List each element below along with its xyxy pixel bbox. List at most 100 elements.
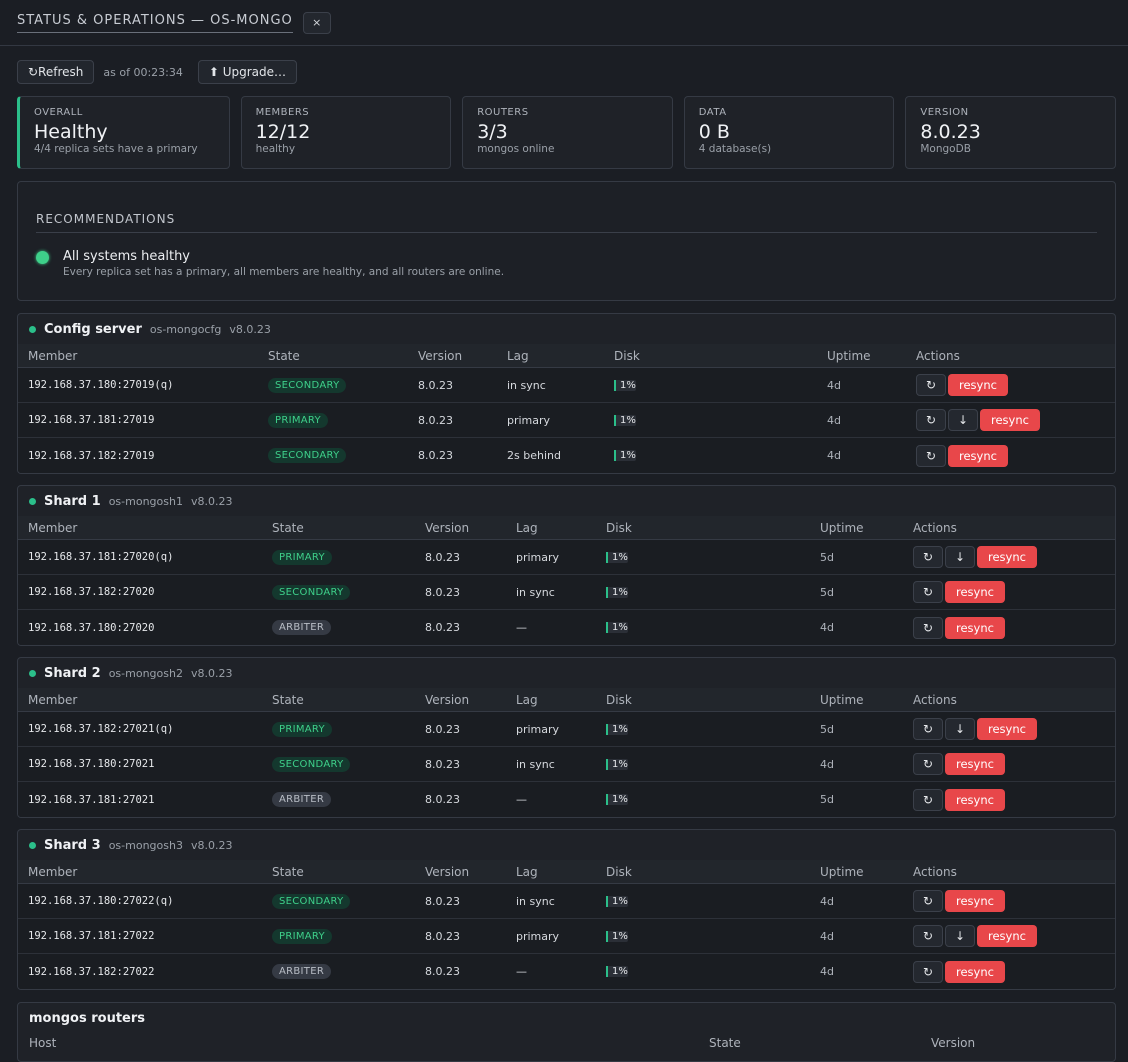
restart-button[interactable]: ↻ — [913, 581, 943, 603]
member-lag: — — [516, 793, 527, 806]
stepdown-button[interactable]: ↓ — [948, 409, 978, 431]
resync-button[interactable]: resync — [945, 753, 1005, 775]
table-header: Member State Version Lag Disk Uptime Actions — [18, 860, 1115, 884]
table-header: Member State Version Lag Disk Uptime Actions — [18, 344, 1115, 368]
restart-button[interactable]: ↻ — [913, 753, 943, 775]
restart-button[interactable]: ↻ — [913, 546, 943, 568]
replica-set-name: os-mongosh1 — [108, 494, 183, 508]
section-header: Shard 1 os-mongosh1 v8.0.23 — [18, 486, 1115, 516]
table-row: 192.168.37.182:27021(q) PRIMARY 8.0.23 prim… — [18, 712, 1115, 747]
toolbar: ↻Refresh as of 00:23:34 ⬆ Upgrade… — [17, 60, 298, 84]
replica-set-version: v8.0.23 — [190, 838, 233, 852]
restart-button[interactable]: ↻ — [913, 925, 943, 947]
replica-set-version: v8.0.23 — [229, 322, 271, 336]
resync-button[interactable]: resync — [945, 890, 1005, 912]
replica-set-version: v8.0.23 — [190, 666, 233, 680]
restart-button[interactable]: ↻ — [913, 616, 943, 639]
col-uptime: Uptime — [820, 864, 864, 879]
recommendations-heading: RECOMMENDATIONS — [36, 212, 1097, 233]
member-address: 192.168.37.180:27021 — [28, 758, 155, 770]
resync-button[interactable]: resync — [977, 925, 1037, 947]
member-address: 192.168.37.182:27020 — [28, 586, 155, 598]
state-badge: ARBITER — [272, 620, 332, 635]
col-version: Version — [418, 348, 463, 363]
row-actions: ↻ resync — [913, 581, 1005, 603]
card-sub: MongoDB — [920, 143, 971, 155]
resync-button[interactable]: resync — [948, 444, 1008, 467]
resync-button[interactable]: resync — [945, 960, 1005, 983]
section-title: Shard 2 — [44, 665, 101, 681]
close-button[interactable]: × — [302, 11, 331, 34]
col-state: State — [272, 520, 304, 535]
member-uptime: 4d — [820, 965, 834, 978]
resync-button[interactable]: resync — [980, 409, 1040, 431]
restart-button[interactable]: ↻ — [913, 788, 943, 811]
status-dot-icon — [29, 669, 36, 677]
stepdown-button[interactable]: ↓ — [945, 546, 975, 568]
table-row: 192.168.37.182:27022 ARBITER 8.0.23 — 1% 4d ↻ r… — [18, 954, 1115, 989]
row-actions: ↻ resync — [913, 890, 1005, 912]
table-row: 192.168.37.181:27022 PRIMARY 8.0.23 primary… — [18, 919, 1115, 954]
state-badge: SECONDARY — [268, 377, 347, 393]
page-title: STATUS & OPERATIONS — OS-MONGO — [17, 13, 293, 33]
restart-button[interactable]: ↻ — [916, 409, 946, 431]
state-badge: SECONDARY — [268, 448, 347, 463]
resync-button[interactable]: resync — [977, 718, 1037, 740]
row-actions: ↻ ↓ resync — [913, 718, 1037, 740]
table-row: 192.168.37.181:27019 PRIMARY 8.0.23 primary… — [18, 403, 1115, 438]
disk-usage-label: 1% — [612, 966, 628, 977]
section-header: Config server os-mongocfg v8.0.23 — [18, 314, 1115, 344]
disk-usage-bar: 1% — [606, 930, 628, 942]
card-value: 0 B — [698, 121, 730, 143]
stepdown-button[interactable]: ↓ — [945, 925, 975, 947]
member-lag: primary — [516, 550, 560, 564]
member-address: 192.168.37.182:27019 — [28, 449, 155, 462]
disk-usage-bar: 1% — [614, 414, 636, 426]
col-version: Version — [931, 1036, 976, 1050]
card-sub: 4 database(s) — [698, 143, 772, 155]
member-uptime: 5d — [820, 550, 834, 564]
member-version: 8.0.23 — [425, 722, 460, 736]
resync-button[interactable]: resync — [945, 616, 1005, 639]
resync-button[interactable]: resync — [945, 788, 1005, 811]
restart-button[interactable]: ↻ — [916, 444, 946, 467]
resync-button[interactable]: resync — [945, 581, 1005, 603]
card-label: DATA — [698, 107, 727, 118]
member-address: 192.168.37.182:27021(q) — [28, 723, 174, 735]
member-version: 8.0.23 — [425, 929, 460, 943]
col-disk: Disk — [606, 692, 632, 707]
stepdown-button[interactable]: ↓ — [945, 718, 975, 740]
card-label: OVERALL — [34, 107, 83, 118]
upgrade-button[interactable]: ⬆ Upgrade… — [197, 60, 298, 84]
row-actions: ↻ resync — [913, 788, 1005, 811]
member-uptime: 5d — [820, 793, 834, 806]
resync-button[interactable]: resync — [977, 546, 1037, 568]
refresh-button[interactable]: ↻Refresh — [17, 60, 95, 84]
version-card: VERSION 8.0.23 MongoDB — [905, 96, 1116, 169]
disk-usage-label: 1% — [620, 414, 636, 426]
member-version: 8.0.23 — [425, 894, 460, 908]
disk-usage-bar: 1% — [606, 794, 628, 805]
member-version: 8.0.23 — [418, 378, 453, 392]
col-lag: Lag — [516, 692, 538, 707]
disk-usage-fill — [606, 723, 608, 735]
table-row: 192.168.37.180:27019(q) SECONDARY 8.0.23 in… — [18, 368, 1115, 403]
restart-button[interactable]: ↻ — [913, 890, 943, 912]
col-uptime: Uptime — [827, 348, 871, 363]
member-uptime: 4d — [827, 413, 841, 427]
row-actions: ↻ ↓ resync — [913, 925, 1037, 947]
mongos-routers-panel: mongos routers Host State Version — [17, 1002, 1116, 1062]
member-uptime: 5d — [820, 722, 834, 736]
resync-button[interactable]: resync — [948, 374, 1008, 396]
section-title: Config server — [44, 321, 142, 337]
member-uptime: 4d — [827, 449, 841, 462]
member-lag: primary — [516, 929, 560, 943]
table-row: 192.168.37.180:27021 SECONDARY 8.0.23 in sy… — [18, 747, 1115, 782]
restart-button[interactable]: ↻ — [916, 374, 946, 396]
restart-button[interactable]: ↻ — [913, 960, 943, 983]
card-value: 8.0.23 — [920, 121, 981, 143]
restart-button[interactable]: ↻ — [913, 718, 943, 740]
member-lag: primary — [516, 722, 560, 736]
disk-usage-label: 1% — [612, 622, 628, 633]
card-sub: healthy — [255, 143, 296, 155]
